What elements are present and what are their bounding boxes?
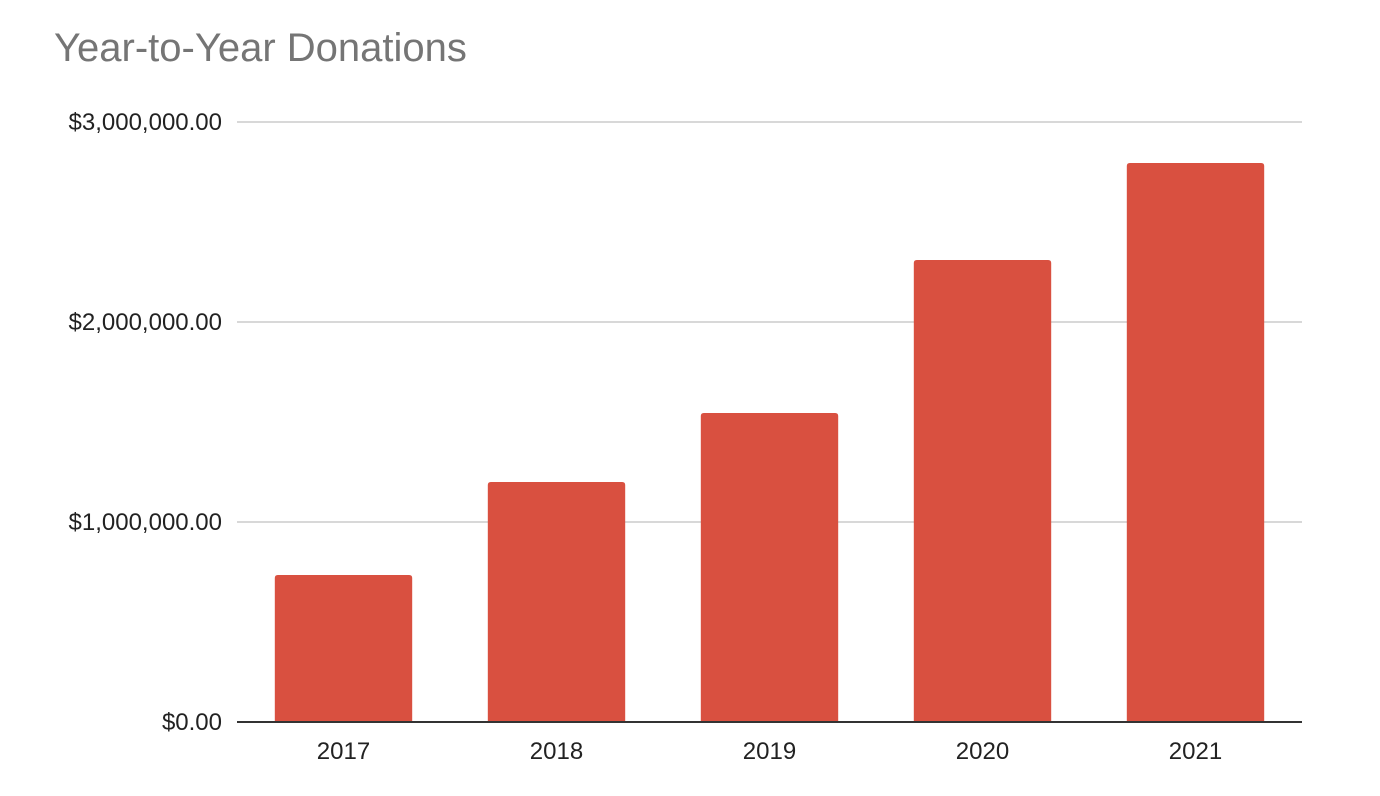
x-tick-label: 2019 [743,738,796,765]
bar-2019 [700,413,839,722]
x-tick-label: 2021 [1169,738,1222,765]
bars [274,163,1265,722]
y-tick-label: $0.00 [162,709,222,736]
y-axis-ticks: $0.00 $1,000,000.00 $2,000,000.00 $3,000,00… [69,109,222,736]
bar-2018 [487,482,626,722]
x-axis-ticks: 2017 2018 2019 2020 2021 [317,738,1222,765]
x-tick-label: 2018 [530,738,583,765]
chart-title: Year-to-Year Donations [54,26,467,70]
x-tick-label: 2017 [317,738,370,765]
bar-2017 [274,575,413,722]
y-tick-label: $3,000,000.00 [69,109,222,136]
y-tick-label: $1,000,000.00 [69,509,222,536]
bar-2021 [1126,163,1265,722]
y-tick-label: $2,000,000.00 [69,309,222,336]
x-tick-label: 2020 [956,738,1009,765]
bar-2020 [913,260,1052,722]
